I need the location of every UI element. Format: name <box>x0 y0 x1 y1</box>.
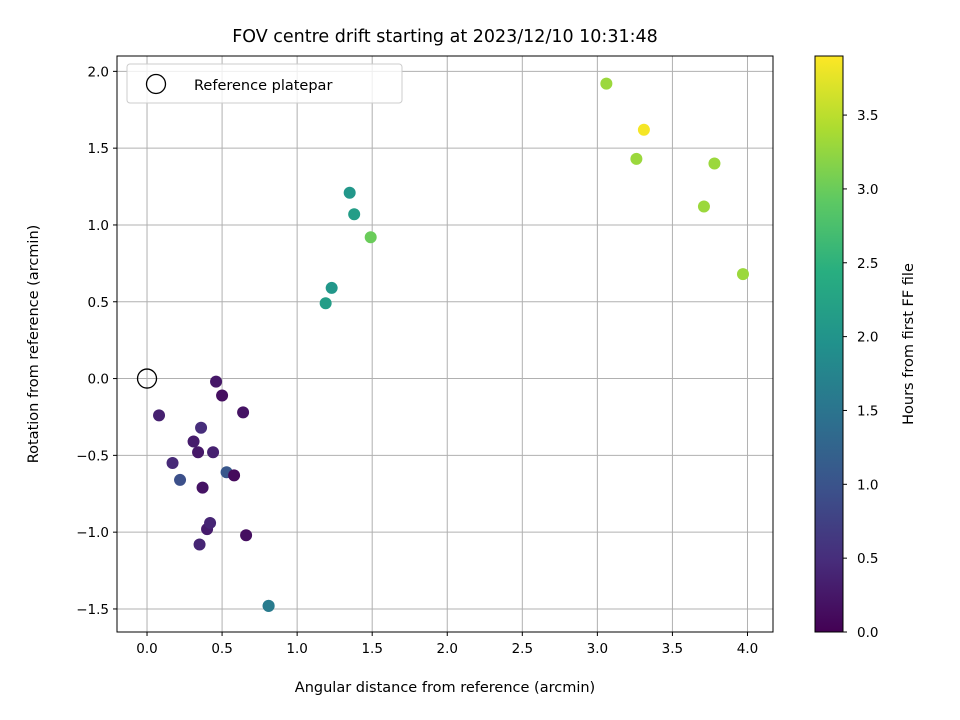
y-tick-label: −1.5 <box>76 602 109 618</box>
colorbar-tick-label: 1.0 <box>857 477 878 493</box>
legend-open-circle-icon <box>145 73 167 95</box>
colorbar-label: Hours from first FF file <box>901 263 917 425</box>
x-axis-ticks: 0.0 0.5 1.0 1.5 2.0 2.5 3.0 3.5 4.0 <box>136 632 758 657</box>
y-tick-label: 2.0 <box>88 64 109 80</box>
data-point <box>736 268 749 281</box>
colorbar-tick-label: 2.0 <box>857 330 878 346</box>
legend-label: Reference platepar <box>194 78 332 94</box>
data-point <box>262 599 275 612</box>
legend-box <box>126 63 403 104</box>
data-point <box>192 446 205 459</box>
x-axis-label: Angular distance from reference (arcmin) <box>295 680 595 696</box>
data-point <box>196 481 209 494</box>
data-point <box>195 421 208 434</box>
data-point <box>325 281 338 294</box>
colorbar-tick-label: 3.0 <box>857 182 878 198</box>
y-tick-label: −0.5 <box>76 448 109 464</box>
colorbar-ticks: 0.0 0.5 1.0 1.5 2.0 2.5 3.0 3.5 <box>843 108 878 641</box>
colorbar-tick-label: 3.5 <box>857 108 878 124</box>
data-point <box>637 123 650 136</box>
reference-marker-layer <box>136 368 158 389</box>
data-point <box>174 473 187 486</box>
x-tick-label: 1.5 <box>361 641 382 657</box>
x-tick-label: 1.0 <box>286 641 307 657</box>
y-tick-label: 1.5 <box>88 141 109 157</box>
colorbar-tick-label: 0.5 <box>857 551 878 567</box>
chart-title: FOV centre drift starting at 2023/12/10 … <box>232 27 658 47</box>
x-tick-label: 4.0 <box>737 641 758 657</box>
data-point <box>708 157 721 170</box>
data-point <box>630 152 643 165</box>
data-point <box>319 297 332 310</box>
y-tick-label: 0.0 <box>88 372 109 388</box>
y-axis-label: Rotation from reference (arcmin) <box>26 225 42 464</box>
data-point <box>193 538 206 551</box>
y-tick-label: 0.5 <box>88 295 109 311</box>
x-tick-label: 3.5 <box>662 641 683 657</box>
data-point <box>166 457 179 470</box>
x-tick-label: 3.0 <box>587 641 608 657</box>
colorbar: 0.0 0.5 1.0 1.5 2.0 2.5 3.0 3.5 Hours from firs… <box>814 55 917 641</box>
data-point <box>228 469 241 482</box>
x-tick-label: 0.5 <box>211 641 232 657</box>
grid <box>117 56 773 632</box>
data-point <box>187 435 200 448</box>
colorbar-tick-label: 1.5 <box>857 403 878 419</box>
reference-point-marker <box>136 368 158 389</box>
data-point <box>600 77 613 90</box>
data-point <box>240 529 253 542</box>
colorbar-frame <box>814 55 844 633</box>
x-tick-label: 0.0 <box>136 641 157 657</box>
colorbar-tick-label: 0.0 <box>857 625 878 641</box>
colorbar-tick-label: 2.5 <box>857 256 878 272</box>
data-point <box>210 375 223 388</box>
data-point <box>207 446 220 459</box>
data-point <box>204 516 217 529</box>
data-point <box>364 231 377 244</box>
legend: Reference platepar <box>126 63 403 104</box>
y-tick-label: 1.0 <box>88 218 109 234</box>
y-axis-ticks: −1.5 −1.0 −0.5 0.0 0.5 1.0 1.5 2.0 <box>76 64 117 618</box>
plot-frame <box>116 55 774 633</box>
data-points <box>153 77 749 612</box>
data-point <box>237 406 250 419</box>
data-point <box>348 208 361 221</box>
colorbar-gradient <box>815 56 843 632</box>
data-point <box>216 389 229 402</box>
x-tick-label: 2.0 <box>437 641 458 657</box>
data-point <box>343 186 356 199</box>
y-tick-label: −1.0 <box>76 525 109 541</box>
data-point <box>697 200 710 213</box>
x-tick-label: 2.5 <box>512 641 533 657</box>
data-point <box>153 409 166 422</box>
